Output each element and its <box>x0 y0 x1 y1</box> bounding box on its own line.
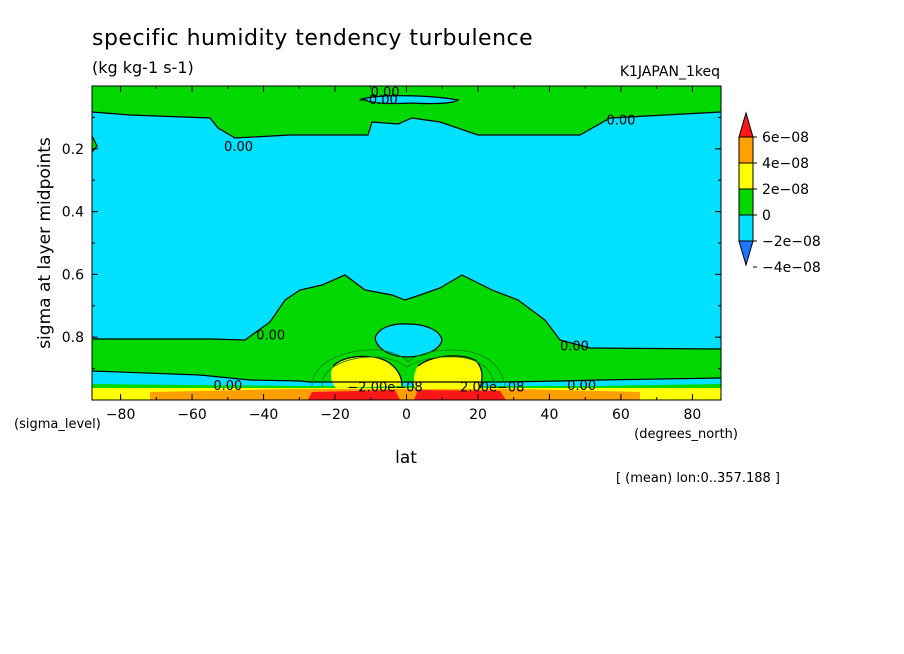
contour-yellow-right <box>417 355 483 389</box>
x-tick-label: −40 <box>249 407 279 423</box>
colorbar-top-arrow <box>738 111 754 138</box>
contour-zero-upper-pocket <box>360 95 460 105</box>
colorbar-label: −4e−08 <box>762 260 821 276</box>
x-tick-label: 0 <box>402 407 411 423</box>
contour-zero-upper <box>92 111 721 139</box>
colorbar-swatch <box>738 162 754 190</box>
chart-title: specific humidity tendency turbulence <box>92 26 533 51</box>
contour-left-notch <box>92 135 98 153</box>
field-green-left-notch <box>92 136 97 152</box>
field-red-left <box>308 390 400 400</box>
colorbar-swatch <box>738 136 754 164</box>
field-green-upper <box>92 86 721 138</box>
x-tick-label: −60 <box>177 407 207 423</box>
x-axis-name: (degrees_north) <box>634 427 738 442</box>
contour-yellow-left <box>332 355 403 387</box>
run-label: K1JAPAN_1keq <box>620 64 720 80</box>
contour-label: 0.00 <box>567 379 596 394</box>
field-red-right <box>414 390 506 400</box>
x-tick-label: 20 <box>469 407 487 423</box>
colorbar-swatch <box>738 188 754 216</box>
field-yellow-left <box>331 356 402 388</box>
contour-thin-lines <box>311 349 506 387</box>
y-tick-label: 0.4 <box>62 205 84 221</box>
colorbar-swatch <box>738 214 754 242</box>
colorbar-label: 4e−08 <box>762 156 809 172</box>
contour-lines <box>92 95 721 389</box>
colorbar-bottom-arrow <box>738 240 754 267</box>
footnote: [ (mean) lon:0..357.188 ] <box>616 471 780 486</box>
colorbar: 6e−08 4e−08 2e−08 0 −2e−08 −4e−08 <box>738 111 821 276</box>
contour-zero-lower <box>92 274 721 350</box>
contour-label: 0.00 <box>224 140 253 155</box>
x-tick-label: 80 <box>683 407 701 423</box>
contour-label: 0.00 <box>606 114 635 129</box>
field-cyan-lower-pocket <box>375 323 442 357</box>
contour-label: −2.00e−08 <box>347 380 422 395</box>
contour-zero-lower-pocket <box>374 323 443 358</box>
x-tick-label: 40 <box>541 407 559 423</box>
y-axis-label: sigma at layer midpoints <box>35 137 55 349</box>
plot-area: 0.00 −0.00 0.00 0.00 0.00 0.00 0.00 0.00… <box>92 85 721 400</box>
x-tick-label: −20 <box>320 407 350 423</box>
contour-label: 0.00 <box>213 379 242 394</box>
contour-label: −0.00 <box>358 93 398 108</box>
x-axis: −80 −60 −40 −20 0 20 40 60 80 <box>106 86 701 423</box>
x-tick-label: −80 <box>106 407 136 423</box>
colorbar-label: −2e−08 <box>762 234 821 250</box>
contour-labels: 0.00 −0.00 0.00 0.00 0.00 0.00 0.00 0.00… <box>213 85 635 395</box>
contour-label: 0.00 <box>560 340 589 355</box>
y-axis-name: (sigma_level) <box>14 417 101 432</box>
colorbar-label: 6e−08 <box>762 130 809 146</box>
field-yellow-right <box>414 355 483 388</box>
y-tick-label: 0.2 <box>62 142 84 158</box>
chart-units: (kg kg-1 s-1) <box>92 58 194 77</box>
field-cyan-upper-pocket <box>362 95 458 104</box>
colorbar-label: 0 <box>762 208 771 224</box>
contour-thin-2 <box>321 356 496 387</box>
x-axis-label: lat <box>395 448 417 468</box>
colorbar-label: 2e−08 <box>762 182 809 198</box>
contour-label: 0.00 <box>256 329 285 344</box>
contour-label: 2.00e−08 <box>460 380 524 395</box>
y-tick-label: 0.8 <box>62 330 84 346</box>
contour-zero-near-surface <box>92 370 721 383</box>
y-axis: 0.2 0.4 0.6 0.8 <box>62 116 721 401</box>
contour-thin-1 <box>311 349 506 387</box>
y-tick-label: 0.6 <box>62 267 84 283</box>
x-tick-label: 60 <box>612 407 630 423</box>
field-cyan-lower-band <box>92 371 721 386</box>
contour-label: 0.00 <box>371 85 400 100</box>
